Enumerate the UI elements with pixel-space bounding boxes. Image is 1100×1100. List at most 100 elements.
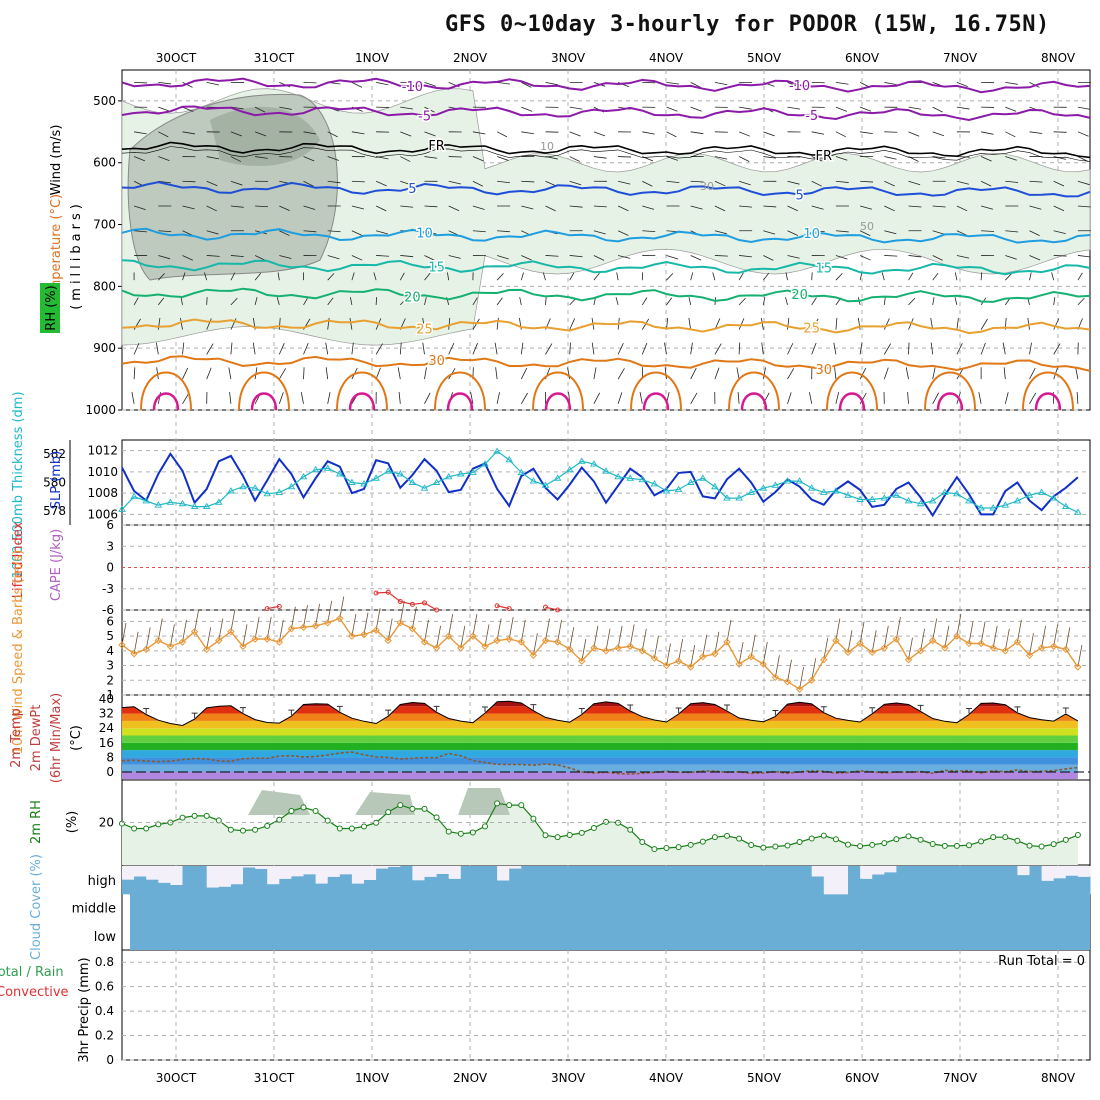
rh2m-point [905,833,912,840]
wind-speed-point [1037,644,1046,652]
upper-wind-barb [230,180,243,186]
wind-speed-point [1001,647,1010,655]
upper-wind-barb [400,255,414,258]
thickness-point [674,485,683,493]
upper-wind-barb [664,367,667,380]
wind-barb [641,628,647,651]
upper-wind-barb [521,106,533,112]
upper-wind-barb [859,272,863,281]
upper-wind-barb [495,367,498,380]
wind-speed-point [457,644,465,652]
rh2m-point [276,816,283,823]
rh2m-point [1038,843,1045,850]
upper-wind-barb [255,156,268,159]
rh2m-point [699,838,706,845]
upper-wind-barb [230,205,244,208]
upper-wind-barb [158,180,172,184]
thickness-point [638,475,647,483]
temp-tick-label: 32 [99,707,114,721]
cloud-high-bar [714,866,728,895]
rh2m-point [397,802,404,809]
rh2m-point [796,839,803,846]
thickness-point [1037,488,1046,495]
bottom-date-label: 5NOV [747,1071,782,1085]
thickness-point [142,497,150,504]
upper-wind-barb [690,392,698,405]
rh2m-point [264,822,271,829]
pressure-tick-label: 1000 [85,403,116,417]
upper-wind-barb [351,131,365,135]
cloud-high-bar [896,866,909,895]
upper-wind-barb [276,297,280,306]
cloud-high-clear [243,866,256,868]
isotherm-line [121,77,1091,94]
upper-wind-barb [641,342,648,355]
wind-speed-point [215,636,223,645]
upper-wind-barb [908,106,922,110]
wind-speed-point [674,657,683,665]
wind-barb [557,619,562,643]
upper-wind-barb [835,392,840,404]
upper-wind-barb [376,255,390,257]
cloud-high-bar [291,876,304,895]
cloud-high-bar [412,880,425,895]
upper-wind-barb [180,317,183,330]
upper-wind-barb [738,180,751,186]
li-tick-label: 3 [106,539,114,553]
upper-wind-barb [398,392,401,404]
upper-wind-barb [424,230,437,235]
upper-wind-barb [447,272,450,281]
upper-wind-barb [1005,273,1013,281]
wind-barb [569,627,575,650]
cloud-high-clear [351,866,365,884]
cloud-high-bar [122,879,135,895]
wind-barb [799,667,804,690]
upper-wind-barb [424,106,435,113]
upper-wind-barb [1053,156,1066,160]
rh2m-point [203,812,210,819]
wind-speed-point [1074,663,1082,671]
temp-minmax-marker [627,704,634,711]
upper-wind-barb [617,343,624,355]
wind-barb [992,625,998,648]
wind-speed-point [118,641,126,649]
wind-barb [762,642,768,665]
wind-speed-point [493,636,501,645]
upper-wind-barb [277,272,280,281]
upper-wind-barb [182,272,186,281]
wind-barb [121,622,127,645]
cloud-high-clear [327,866,341,877]
upper-wind-barb [593,255,605,261]
cloud-high-bar [448,878,462,895]
thickness-point [529,477,538,484]
rh2m-point [191,812,198,819]
cloud-level-label: high [88,874,116,889]
upper-wind-barb [254,255,266,261]
cloud-high-bar [1017,875,1030,895]
upper-wind-barb [228,367,232,380]
upper-wind-barb [327,156,340,161]
upper-wind-barb [932,106,943,113]
upper-wind-barb [615,297,619,306]
hot-loop-35 [446,392,474,411]
upper-wind-barb [351,82,363,88]
hot-loop-30 [826,371,878,411]
upper-wind-barb [714,367,720,380]
isotherm-label: 25 [803,322,820,337]
cloud-high-clear [436,866,450,874]
upper-wind-barb [230,272,236,281]
wind-speed-point [916,647,925,655]
wind-speed-point [565,645,574,654]
wind-speed-point [759,660,768,668]
upper-wind-barb [327,131,338,138]
upper-wind-barb [182,342,185,355]
wind-speed-point [251,635,259,643]
temp-minmax-marker [578,708,585,714]
wind-speed-point [977,639,985,648]
rh2m-point [917,836,924,843]
cloud-high-bar [884,872,897,895]
upper-wind-barb [327,392,331,404]
wind-speed-point [287,625,296,633]
thickness-point [868,495,876,502]
